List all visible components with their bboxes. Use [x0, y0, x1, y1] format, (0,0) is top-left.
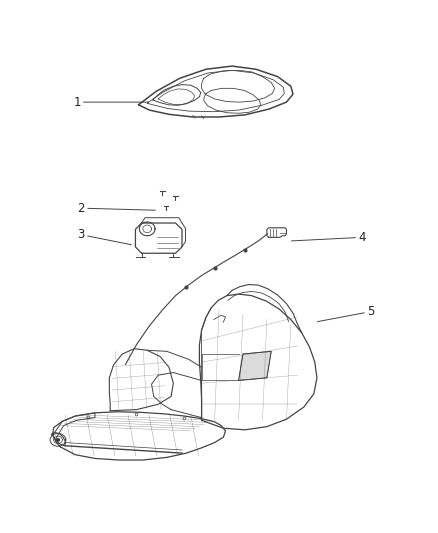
Ellipse shape — [56, 438, 60, 441]
Text: 2: 2 — [78, 201, 155, 215]
Polygon shape — [239, 351, 271, 381]
Text: 3: 3 — [78, 228, 131, 245]
Text: 1: 1 — [73, 95, 149, 109]
Text: 5: 5 — [318, 305, 374, 321]
Text: 4: 4 — [291, 231, 366, 244]
